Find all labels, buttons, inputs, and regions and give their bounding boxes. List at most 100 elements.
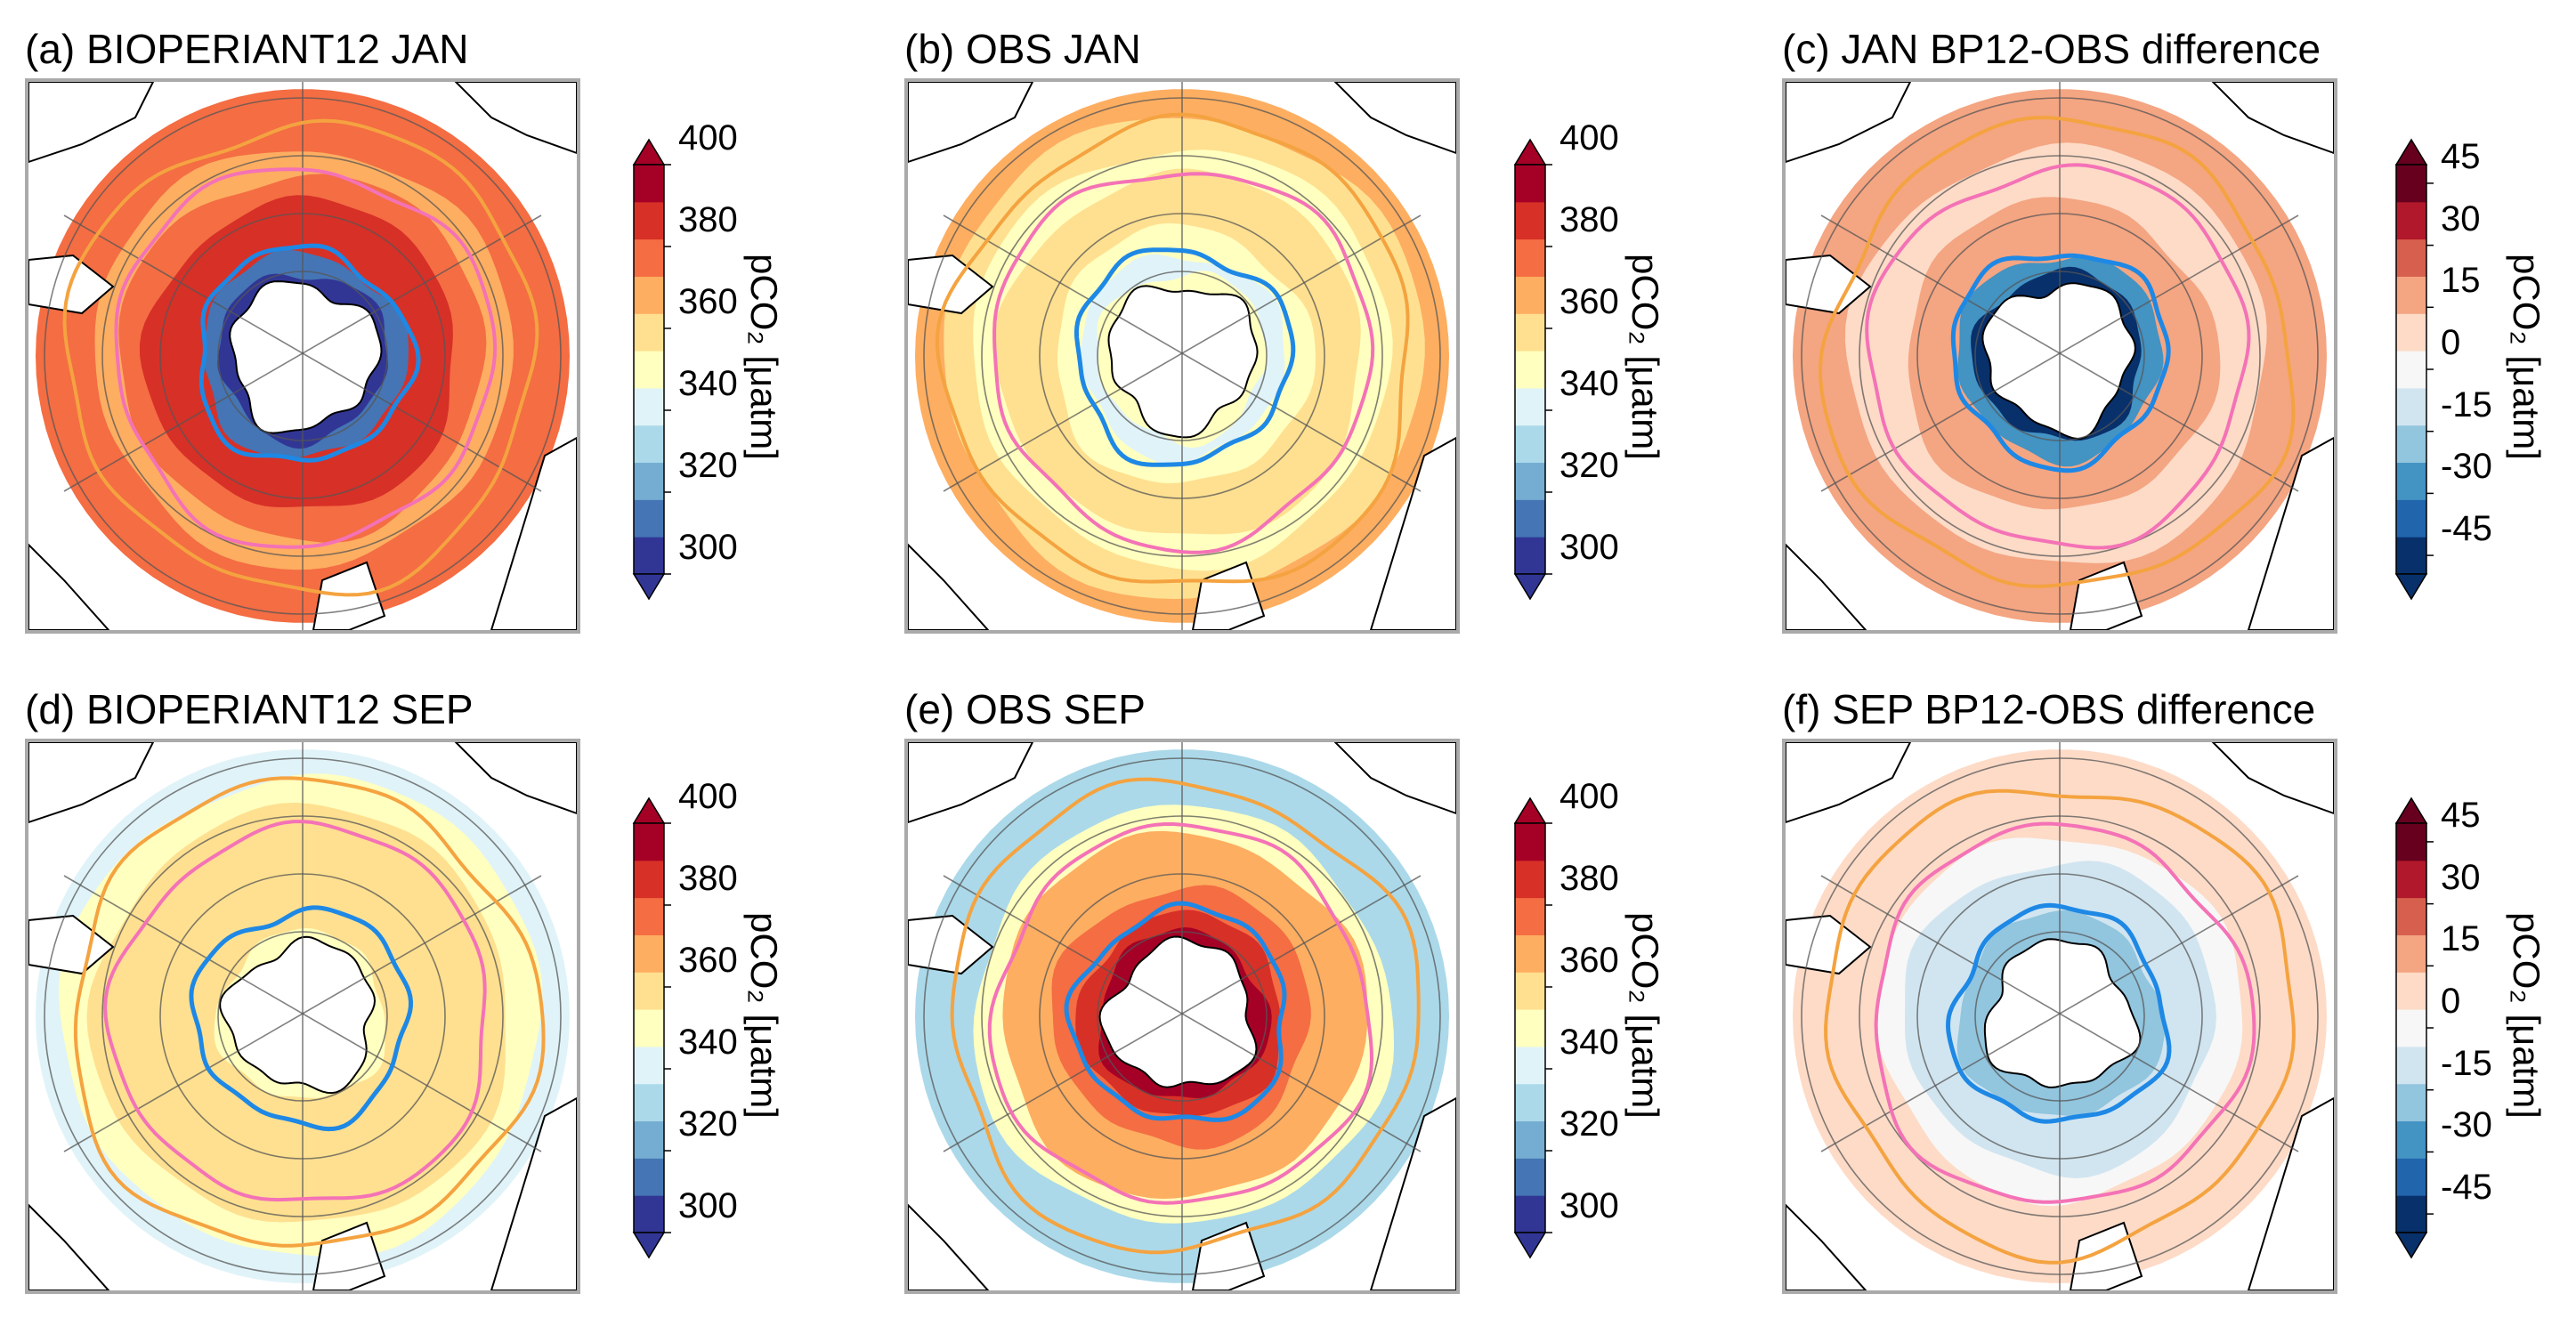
colorbar-label: pCO₂ [μatm]: [743, 254, 785, 460]
colorbar-tick-label: 0: [2441, 323, 2461, 362]
colorbar-tick-label: 45: [2441, 795, 2481, 835]
colorbar-segment: [1515, 1195, 1545, 1233]
front-middle-line: [1865, 163, 2251, 550]
colorbar-label: pCO₂ [μatm]: [1624, 912, 1666, 1119]
south-america-landmass: [1786, 914, 1872, 975]
map-a: [28, 82, 577, 630]
colorbar-segment: [634, 823, 664, 861]
panel-title-f: (f) SEP BP12-OBS difference: [1782, 686, 2316, 732]
continent-fragment: [28, 82, 155, 164]
antarctica-landmass: [1981, 282, 2136, 441]
colorbar-segment: [634, 201, 664, 240]
antarctica-landmass: [1107, 285, 1259, 439]
front-inner-line: [1064, 901, 1287, 1122]
colorbar-tick-label: -45: [2441, 509, 2492, 549]
colorbar-segment: [2396, 860, 2426, 899]
colorbar-extend-min: [632, 1232, 666, 1259]
colorbar-segment: [634, 425, 664, 464]
colorbar-extend-min: [1513, 1232, 1547, 1259]
continent-fragment: [28, 543, 110, 630]
south-america-landmass: [908, 914, 994, 975]
colorbar-segment: [634, 165, 664, 203]
front-inner-line: [1950, 253, 2171, 473]
meridian-line: [1820, 875, 2299, 1152]
map-panel-f: [1782, 739, 2337, 1294]
continent-fragment: [1786, 742, 1912, 824]
colorbar-segment: [1515, 165, 1545, 203]
continent-fragment: [908, 543, 990, 630]
colorbar-extend-min: [2394, 573, 2428, 601]
colorbar-extend-max: [1513, 138, 1547, 166]
colorbar-segment: [2396, 1195, 2426, 1233]
colorbar-segment: [2396, 239, 2426, 277]
front-middle-line: [114, 167, 498, 549]
map-panel-a: [25, 78, 580, 634]
colorbar-segment: [634, 1158, 664, 1196]
colorbar-extend-min: [1513, 573, 1547, 601]
colorbar-tick-label: -45: [2441, 1168, 2492, 1208]
colorbar-segment: [2396, 537, 2426, 575]
colorbar-tick-label: 360: [1559, 941, 1619, 980]
colorbar-tick-label: -30: [2441, 447, 2492, 487]
colorbar-segment: [2396, 1083, 2426, 1122]
colorbar-segment: [1515, 537, 1545, 575]
colorbar-segment: [1515, 276, 1545, 314]
colorbar-b: 400 380 360 340 320 300 pCO₂ [μatm]: [1513, 118, 1666, 601]
colorbar-segment: [634, 1009, 664, 1047]
colorbar-tick-label: 360: [678, 282, 738, 321]
colorbar-segment: [2396, 462, 2426, 500]
south-america-landmass: [908, 254, 994, 315]
colorbar-tick-label: 0: [2441, 982, 2461, 1021]
colorbar-extend-max: [632, 138, 666, 166]
front-middle-line: [987, 822, 1374, 1205]
colorbar-segment: [1515, 934, 1545, 973]
colorbar-segment: [2396, 1009, 2426, 1047]
colorbar-tick-label: 30: [2441, 198, 2481, 239]
meridian-line: [63, 875, 542, 1152]
front-inner-line: [1073, 247, 1296, 467]
colorbar-segment: [1515, 1158, 1545, 1196]
panel-title-c: (c) JAN BP12-OBS difference: [1782, 26, 2321, 72]
colorbar-segment: [634, 313, 664, 352]
colorbar-segment: [2396, 387, 2426, 426]
colorbar-segment: [2396, 1046, 2426, 1085]
colorbar-segment: [634, 462, 664, 500]
colorbar-tick-label: 380: [678, 859, 738, 898]
panel-title-a: (a) BIOPERIANT12 JAN: [25, 26, 469, 72]
front-outer-line: [1824, 788, 2296, 1265]
colorbar-segment: [634, 499, 664, 538]
map-c: [1786, 82, 2334, 630]
colorbar-tick-label: 340: [678, 364, 738, 403]
australia-landmass: [490, 1096, 577, 1290]
map-panel-d: [25, 739, 580, 1294]
continent-fragment: [1333, 742, 1456, 815]
colorbar-label: pCO₂ [μatm]: [1624, 254, 1666, 460]
colorbar-extend-max: [1513, 796, 1547, 824]
front-inner-line: [1945, 902, 2172, 1124]
front-outer-line: [1818, 116, 2296, 588]
colorbar-segment: [1515, 351, 1545, 389]
antarctica-landmass: [1983, 938, 2142, 1088]
colorbar-tick-label: -15: [2441, 384, 2492, 425]
colorbar-segment: [634, 1120, 664, 1159]
colorbar-segment: [2396, 276, 2426, 314]
panel-title-d: (d) BIOPERIANT12 SEP: [25, 686, 474, 732]
colorbar-segment: [634, 972, 664, 1010]
colorbar-f: 45 30 15 0 -15 -30 -45 pCO₂ [μatm]: [2394, 796, 2548, 1259]
continent-fragment: [28, 742, 155, 824]
antarctica-landmass: [229, 280, 383, 434]
colorbar-segment: [1515, 1046, 1545, 1085]
colorbar-tick-label: 380: [1559, 859, 1619, 898]
colorbar-segment: [2396, 351, 2426, 389]
colorbar-segment: [634, 276, 664, 314]
antarctica-landmass: [219, 935, 377, 1095]
colorbar-tick-label: 360: [1559, 282, 1619, 321]
colorbar-segment: [2396, 1120, 2426, 1159]
colorbar-segment: [634, 239, 664, 277]
colorbar-tick-label: 320: [678, 446, 738, 485]
map-f: [1786, 742, 2334, 1290]
colorbar-d: 400 380 360 340 320 300 pCO₂ [μatm]: [632, 777, 785, 1259]
map-e: [908, 742, 1456, 1290]
colorbar-segment: [1515, 313, 1545, 352]
colorbar-tick-label: 360: [678, 941, 738, 980]
